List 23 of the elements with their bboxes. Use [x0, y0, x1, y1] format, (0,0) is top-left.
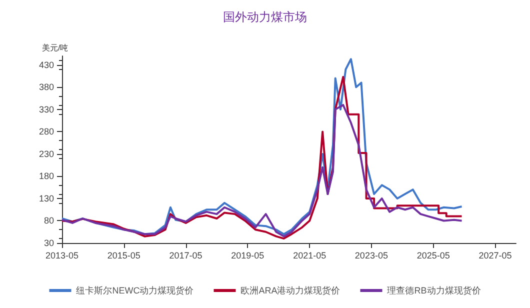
- y-tick-label: 330: [38, 104, 54, 114]
- y-tick-label: 280: [38, 126, 54, 137]
- y-tick-label: 30: [44, 238, 54, 248]
- y-axis-title: 美元/吨: [42, 44, 68, 52]
- x-tick-label: 2023-05: [354, 250, 388, 260]
- line-series: [61, 104, 463, 238]
- y-tick-label: 230: [38, 148, 54, 159]
- x-tick-label: 2015-05: [107, 250, 140, 260]
- chart-title: 国外动力煤市场: [223, 10, 307, 24]
- y-tick-label: 430: [38, 60, 54, 70]
- x-tick-label: 2021-05: [293, 250, 326, 260]
- y-tick-label: 380: [38, 82, 54, 92]
- x-tick-label: 2013-05: [45, 250, 79, 260]
- x-tick-label: 2019-05: [231, 250, 264, 260]
- x-tick-label: 2027-05: [478, 250, 512, 260]
- legend-label: 欧洲ARA港动力煤现货价: [240, 286, 340, 296]
- y-tick-label: 80: [44, 216, 54, 226]
- legend-label: 理查德RB动力煤现货价: [387, 286, 481, 296]
- x-tick-label: 2017-05: [169, 250, 202, 260]
- y-tick-label: 130: [38, 193, 54, 204]
- y-tick-label: 180: [38, 171, 54, 182]
- legend-label: 纽卡斯尔NEWC动力煤现货价: [76, 286, 194, 296]
- x-tick-label: 2025-05: [416, 250, 450, 260]
